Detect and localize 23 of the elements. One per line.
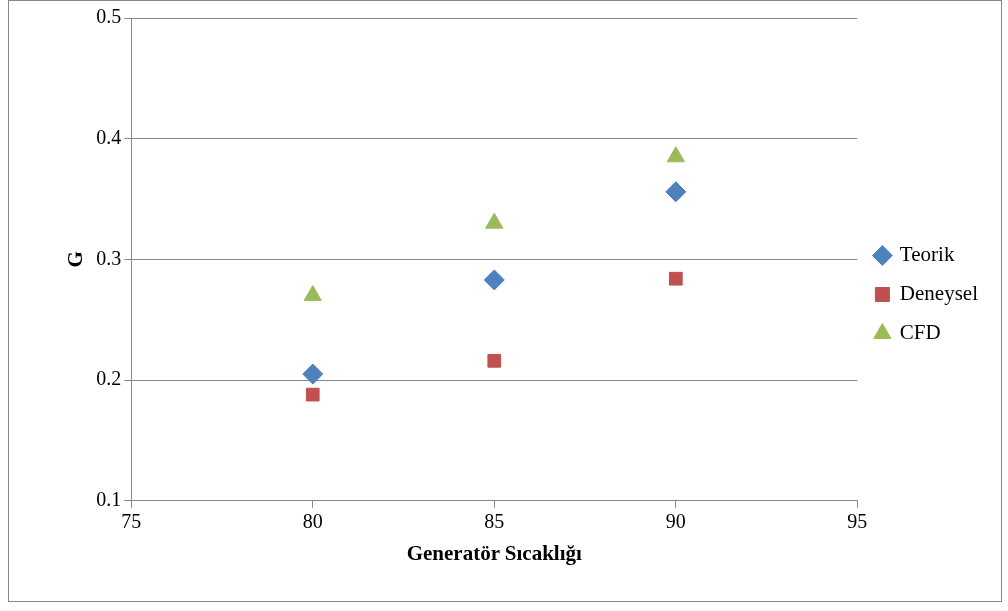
x-tick-label: 90 [665,510,686,533]
y-tick-label: 0.5 [96,5,122,28]
x-axis-title: Generatör Sıcaklığı [406,540,583,565]
y-tick-label: 0.1 [96,488,122,511]
y-axis-title: G [63,251,88,268]
y-tick-label: 0.3 [96,246,122,269]
legend-label: CFD [899,320,941,345]
legend-label: Deneysel [899,281,979,306]
point [666,146,685,163]
y-tick-label: 0.4 [96,125,122,148]
legend-label: Teorik [899,242,955,267]
point [668,271,683,286]
point [485,212,504,229]
y-tick-label: 0.2 [96,367,122,390]
point [303,285,322,302]
point [483,269,505,291]
point [305,387,320,402]
x-tick-label: 95 [847,510,868,533]
x-tick-label: 85 [484,510,505,533]
x-tick-label: 80 [302,510,323,533]
point [302,363,324,385]
x-tick-label: 75 [121,510,142,533]
point [487,353,502,368]
